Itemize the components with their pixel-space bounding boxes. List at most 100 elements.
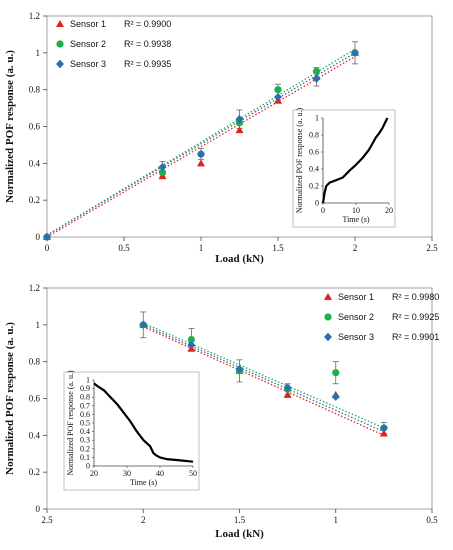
legend-label-sensor-3: Sensor 3 <box>338 332 374 342</box>
inset-y-tick-label: 0.4 <box>309 165 319 174</box>
data-point-sensor-1 <box>379 429 388 437</box>
inset-chart: 00.10.20.30.40.50.60.70.80.91 20 30 40 50 Tim… <box>63 370 200 491</box>
inset-response-curve <box>93 382 194 463</box>
data-point-sensor-3 <box>235 114 244 124</box>
data-point-sensor-3 <box>379 423 388 433</box>
inset-y-tick-label: 0 <box>86 462 90 471</box>
x-tick-label: 1.5 <box>234 515 246 525</box>
inset-y-tick-label: 0 <box>315 199 319 208</box>
inset-x-axis-label: Time (s) <box>130 478 157 487</box>
y-tick-label: 0.6 <box>29 394 41 404</box>
data-point-sensor-2 <box>332 369 340 377</box>
inset-y-tick-label: 0.8 <box>80 393 90 402</box>
data-point-sensor-3 <box>139 320 148 330</box>
y-tick-label: 1.2 <box>29 283 40 293</box>
inset-response-curve <box>321 117 389 204</box>
x-axis-label: Load (kN) <box>215 253 264 265</box>
inset-x-tick-label: 40 <box>156 469 164 478</box>
inset-background <box>292 109 396 228</box>
inset-x-tick-label: 0 <box>321 206 325 215</box>
data-point-sensor-2 <box>187 335 195 344</box>
inset-x-tick-label: 30 <box>123 469 131 478</box>
data-point-sensor-3 <box>331 392 340 401</box>
data-point-sensor-3 <box>187 340 196 350</box>
inset-y-tick-label: 0.7 <box>80 401 90 410</box>
legend-r2-sensor-1: R² = 0.9900 <box>124 19 171 29</box>
y-tick-label: 0.8 <box>29 357 41 367</box>
x-tick-label: 2 <box>353 243 358 253</box>
x-tick-label: 0 <box>45 243 50 253</box>
legend-r2-sensor-2: R² = 0.9925 <box>392 312 439 322</box>
x-tick-label: 2 <box>141 515 146 525</box>
inset-y-tick-label: 0.5 <box>80 419 90 428</box>
data-point-sensor-3 <box>351 48 359 58</box>
inset-y-tick-label: 0.1 <box>80 453 90 462</box>
data-point-sensor-3 <box>274 92 282 102</box>
y-tick-label: 0 <box>36 504 41 514</box>
y-tick-label: 0.8 <box>29 85 41 95</box>
legend-label-sensor-1: Sensor 1 <box>70 19 106 29</box>
legend-r2-sensor-3: R² = 0.9935 <box>124 59 171 69</box>
y-axis-label: Normalized POF response (a. u.) <box>4 50 16 203</box>
data-point-sensor-3 <box>283 383 292 392</box>
inset-y-tick-label: 0.6 <box>80 410 90 419</box>
data-point-sensor-2 <box>274 86 282 94</box>
data-point-sensor-1 <box>235 126 244 134</box>
inset-y-tick-label: 0.8 <box>309 131 319 140</box>
data-point-sensor-3 <box>312 74 321 83</box>
legend-r2-sensor-1: R² = 0.9980 <box>392 292 439 302</box>
inset-x-tick-label: 50 <box>189 469 197 478</box>
y-tick-label: 0.4 <box>29 158 41 168</box>
inset-x-tick-label: 20 <box>385 206 393 215</box>
inset-y-axis-label: Normalized POF response (a. u.) <box>66 370 75 476</box>
top-chart: 0 0.2 0.4 0.6 0.8 1 1.2 0 0.5 1 1.5 2 2.5 Load (kN) No… <box>4 11 438 265</box>
y-tick-label: 0 <box>36 232 41 242</box>
inset-y-axis-label: Normalized POF response (a. u.) <box>295 108 304 214</box>
data-point-sensor-3 <box>235 364 244 374</box>
legend-marker-sensor-3 <box>324 332 332 342</box>
x-tick-label: 1 <box>199 243 204 253</box>
legend-marker-sensor-2 <box>324 313 332 321</box>
bottom-chart: 0 0.2 0.4 0.6 0.8 1 1.2 2.5 2 1.5 1 0.5 Load (kN) Nor… <box>4 283 439 540</box>
legend-r2-sensor-2: R² = 0.9938 <box>124 39 171 49</box>
inset-y-tick-label: 0.2 <box>309 182 319 191</box>
inset-y-tick-label: 0.4 <box>80 427 90 436</box>
x-tick-label: 1 <box>334 515 339 525</box>
inset-x-tick-label: 10 <box>352 206 360 215</box>
data-point-sensor-2 <box>312 67 321 75</box>
data-point-sensor-3 <box>43 232 51 242</box>
data-point-sensor-2 <box>158 168 167 177</box>
legend-label-sensor-2: Sensor 2 <box>338 312 374 322</box>
x-axis-label: Load (kN) <box>215 528 264 540</box>
inset-y-tick-label: 0.3 <box>80 436 90 445</box>
legend-marker-sensor-1 <box>324 293 332 300</box>
inset-x-tick-label: 20 <box>90 469 98 478</box>
y-axis-label: Normalized POF response (a. u.) <box>4 322 16 475</box>
y-tick-label: 0.2 <box>29 467 40 477</box>
inset-y-tick-label: 0.6 <box>309 148 319 157</box>
y-tick-label: 1 <box>36 320 41 330</box>
data-point-sensor-1 <box>283 390 292 398</box>
x-tick-label: 2.5 <box>426 243 438 253</box>
legend-r2-sensor-3: R² = 0.9901 <box>392 332 439 342</box>
legend-marker-sensor-1 <box>56 20 64 27</box>
legend-marker-sensor-3 <box>56 59 64 69</box>
data-point-sensor-3 <box>197 149 205 159</box>
y-tick-label: 0.2 <box>29 195 40 205</box>
x-tick-label: 0.5 <box>426 515 438 525</box>
y-tick-label: 1.2 <box>29 11 40 21</box>
trendline-3 <box>46 52 356 236</box>
legend-label-sensor-3: Sensor 3 <box>70 59 106 69</box>
x-tick-label: 1.5 <box>272 243 284 253</box>
inset-background <box>63 371 200 491</box>
inset-y-tick-label: 0.9 <box>80 384 90 393</box>
x-tick-label: 0.5 <box>118 243 130 253</box>
legend-label-sensor-1: Sensor 1 <box>338 292 374 302</box>
x-tick-label: 2.5 <box>41 515 53 525</box>
y-tick-label: 0.4 <box>29 430 41 440</box>
legend-label-sensor-2: Sensor 2 <box>70 39 106 49</box>
y-tick-label: 1 <box>36 48 41 58</box>
inset-y-tick-label: 1 <box>86 376 90 385</box>
